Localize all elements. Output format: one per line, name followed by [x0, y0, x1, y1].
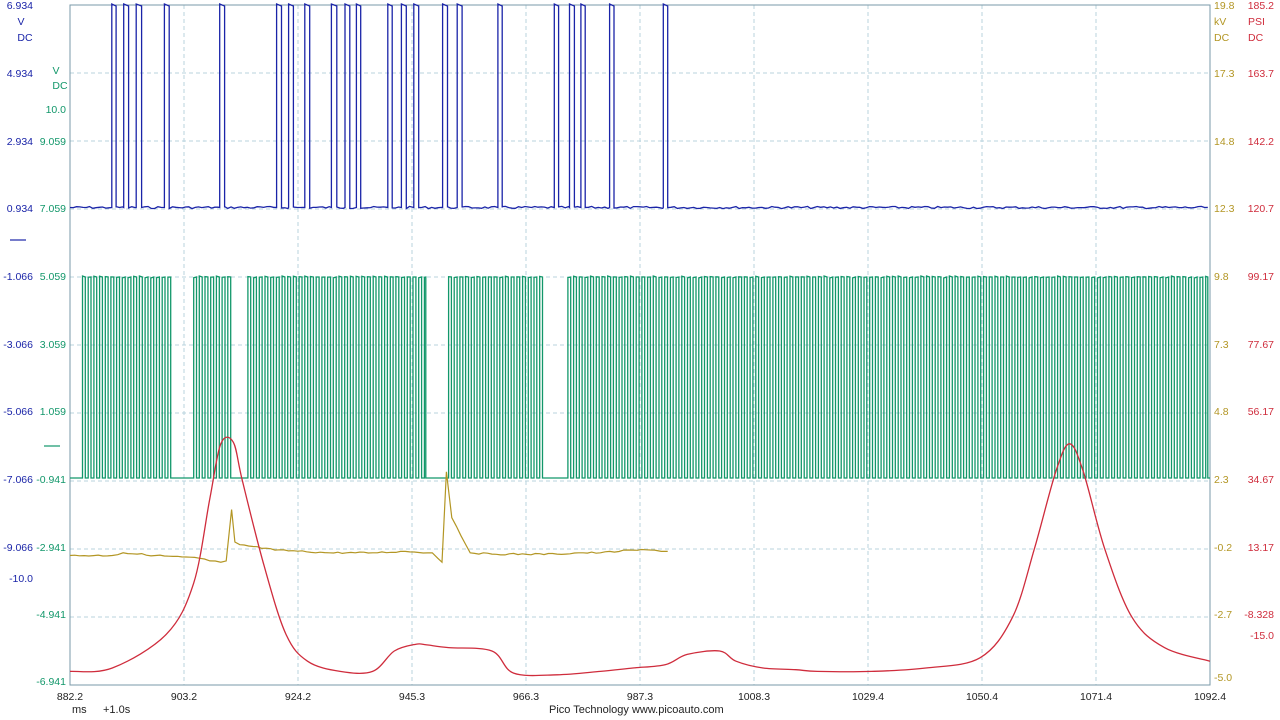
axis-c-tick-label: 14.8	[1214, 136, 1235, 148]
axis-d-tick-label: 99.17	[1248, 271, 1274, 283]
axis-b-tick-label: 1.059	[40, 406, 66, 418]
plot-frame	[69, 4, 1211, 686]
axis-d-tick-label: 56.17	[1248, 406, 1274, 418]
x-axis: 882.2 903.2 924.2 945.3 966.3 987.3 1008.3 1029…	[57, 691, 1226, 703]
axis-b-tick-label: -6.941	[36, 676, 66, 688]
axis-c-tick-label: 9.8	[1214, 271, 1229, 283]
axis-c-tick-label: 4.8	[1214, 406, 1229, 418]
axis-a-tick-label: 0.934	[7, 203, 33, 215]
axis-c-coupling: DC	[1214, 32, 1230, 44]
axis-a-tick-label: -1.066	[3, 271, 33, 283]
axis-d-unit: PSI	[1248, 16, 1265, 28]
axis-c-tick-label: -2.7	[1214, 609, 1232, 621]
axis-c: 19.8 17.3 14.8 12.3 9.8 7.3 4.8 2.3 -0.2 -2.7 -5.0…	[1214, 0, 1235, 684]
axis-c-tick-label: 17.3	[1214, 68, 1235, 80]
axis-a-tick-label: -3.066	[3, 339, 33, 351]
x-unit-label: ms	[72, 704, 87, 716]
axis-b-tick-label: -4.941	[36, 609, 66, 621]
axis-b-tick-label: 10.0	[46, 104, 67, 116]
axis-a-tick-label: 4.934	[7, 68, 33, 80]
axis-b-coupling: DC	[52, 80, 68, 92]
axis-b-unit: V	[52, 65, 59, 77]
axis-d: 185.2 163.7 142.2 120.7 99.17 77.67 56.17 34.67…	[1244, 0, 1274, 642]
traces	[69, 2, 1211, 677]
axis-a-tick-label: 6.934	[7, 0, 33, 12]
axis-a-lower-label: -10.0	[9, 573, 33, 585]
axis-d-coupling: DC	[1248, 32, 1264, 44]
trace-channel-c	[69, 471, 668, 564]
axis-a-tick-label: -5.066	[3, 406, 33, 418]
axis-a-tick-label: 2.934	[7, 136, 33, 148]
axis-b-tick-label: -2.941	[36, 542, 66, 554]
x-axis-tick-label: 1050.4	[966, 691, 998, 703]
axis-c-tick-label: 19.8	[1214, 0, 1235, 12]
axis-b-tick-label: 5.059	[40, 271, 66, 283]
axis-b-tick-label: -0.941	[36, 474, 66, 486]
axis-d-tick-label: -15.0	[1250, 630, 1274, 642]
axis-b-tick-label: 3.059	[40, 339, 66, 351]
axis-a: 6.934 4.934 2.934 0.934 -1.066 -3.066 -5.066 -7…	[3, 0, 33, 554]
axis-b: 10.0 9.059 7.059 5.059 3.059 1.059 -0.941 -2.94…	[9, 65, 68, 688]
footer: ms +1.0s Pico Technology www.picoauto.co…	[0, 702, 1280, 720]
x-axis-tick-label: 945.3	[399, 691, 425, 703]
x-axis-tick-label: 1071.4	[1080, 691, 1112, 703]
trace-channel-a	[69, 2, 1208, 210]
axis-c-unit: kV	[1214, 16, 1226, 28]
axis-d-tick-label: 163.7	[1248, 68, 1274, 80]
trace-channel-b	[70, 275, 1210, 479]
credit-label: Pico Technology www.picoauto.com	[549, 704, 724, 716]
axis-d-tick-label: 120.7	[1248, 203, 1274, 215]
axis-a-tick-label: -7.066	[3, 474, 33, 486]
trace-channel-d	[69, 436, 1211, 677]
time-offset-label: +1.0s	[103, 704, 131, 716]
axis-d-tick-label: 34.67	[1248, 474, 1274, 486]
x-axis-tick-label: 987.3	[627, 691, 653, 703]
axis-c-tick-label: -0.2	[1214, 542, 1232, 554]
axis-d-tick-label: 77.67	[1248, 339, 1274, 351]
axis-a-tick-label: -9.066	[3, 542, 33, 554]
axis-d-tick-label: 13.17	[1248, 542, 1274, 554]
axis-d-tick-label: 185.2	[1248, 0, 1274, 12]
axis-a-unit: V	[17, 16, 24, 28]
x-axis-tick-label: 966.3	[513, 691, 539, 703]
axis-c-tick-label: -5.0	[1214, 672, 1232, 684]
axis-c-tick-label: 7.3	[1214, 339, 1229, 351]
x-axis-tick-label: 924.2	[285, 691, 311, 703]
x-axis-tick-label: 903.2	[171, 691, 197, 703]
x-axis-tick-label: 1092.4	[1194, 691, 1226, 703]
x-axis-tick-label: 1029.4	[852, 691, 884, 703]
axis-b-tick-label: 7.059	[40, 203, 66, 215]
x-axis-tick-label: 1008.3	[738, 691, 770, 703]
x-axis-tick-label: 882.2	[57, 691, 83, 703]
axis-b-tick-label: 9.059	[40, 136, 66, 148]
axis-d-tick-label: -8.328	[1244, 609, 1274, 621]
axis-c-tick-label: 12.3	[1214, 203, 1235, 215]
axis-a-coupling: DC	[17, 32, 33, 44]
axis-d-tick-label: 142.2	[1248, 136, 1274, 148]
axis-c-tick-label: 2.3	[1214, 474, 1229, 486]
